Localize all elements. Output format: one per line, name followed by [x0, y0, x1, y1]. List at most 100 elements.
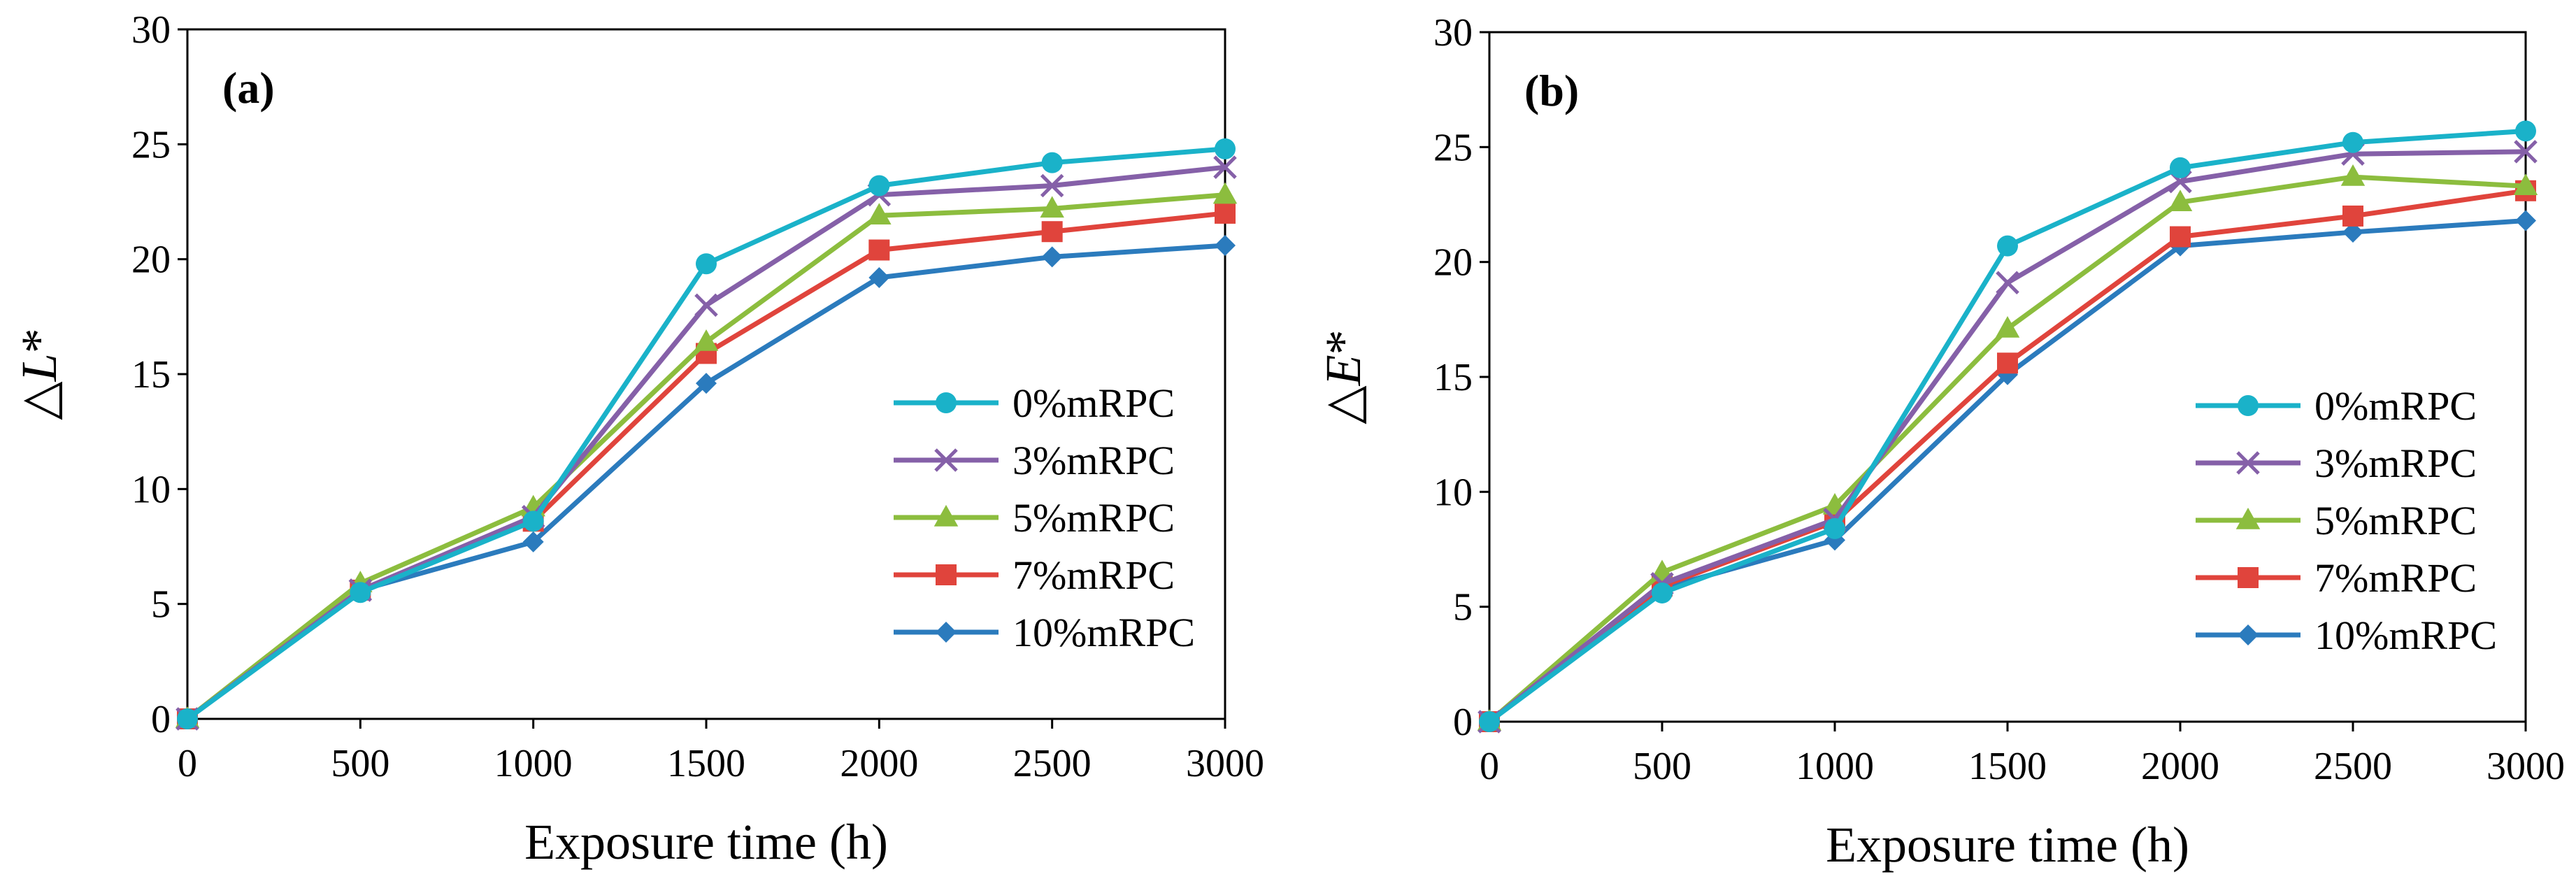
y-tick-label: 20	[131, 238, 171, 282]
legend-label: 0%mRPC	[1012, 380, 1175, 426]
x-tick-label: 500	[331, 742, 389, 785]
legend-label: 10%mRPC	[1012, 610, 1195, 655]
data-point	[2513, 173, 2538, 195]
data-point	[1041, 152, 1063, 173]
y-tick-label: 25	[1433, 126, 1473, 169]
data-point	[350, 582, 371, 603]
x-axis-title: Exposure time (h)	[1826, 817, 2189, 873]
panel-label: (a)	[222, 63, 275, 113]
y-tick-label: 0	[151, 698, 171, 741]
legend-marker	[936, 564, 957, 585]
data-point	[1215, 234, 1236, 256]
data-point	[2342, 221, 2363, 243]
y-tick-label: 30	[1433, 11, 1473, 55]
x-axis-title: Exposure time (h)	[524, 814, 888, 870]
data-point	[696, 253, 717, 275]
data-point	[1652, 582, 1673, 603]
legend-item: 5%mRPC	[2196, 498, 2477, 543]
data-point	[2170, 157, 2191, 178]
x-tick-label: 2000	[2141, 745, 2219, 788]
data-point	[868, 266, 890, 288]
legend-marker	[2238, 567, 2259, 588]
legend: 0%mRPC 3%mRPC 5%mRPC 7%mRPC 10%mRPC	[894, 380, 1195, 655]
data-point	[1996, 271, 2019, 295]
legend-marker	[2238, 395, 2259, 416]
legend-marker	[936, 392, 957, 413]
x-tick-label: 3000	[1186, 742, 1264, 785]
data-point	[2515, 120, 2536, 142]
legend-marker	[2238, 624, 2259, 645]
legend-item: 10%mRPC	[2196, 613, 2497, 658]
x-tick-label: 2000	[840, 742, 918, 785]
y-tick-label: 15	[131, 353, 171, 397]
data-point	[868, 175, 890, 197]
x-tick-label: 0	[178, 742, 197, 785]
legend-label: 0%mRPC	[2314, 383, 2477, 429]
data-point	[1212, 182, 1238, 204]
legend-item: 5%mRPC	[894, 495, 1175, 541]
data-point	[2342, 131, 2363, 153]
y-tick-label: 30	[131, 8, 171, 52]
data-point	[2514, 140, 2538, 164]
x-tick-label: 2500	[2314, 745, 2392, 788]
data-point	[694, 293, 718, 317]
y-tick-label: 20	[1433, 241, 1473, 285]
legend-label: 7%mRPC	[1012, 552, 1175, 598]
legend-item: 7%mRPC	[894, 552, 1175, 598]
x-tick-label: 3000	[2486, 745, 2565, 788]
data-point	[868, 239, 890, 261]
chart-panel-b: 0 5 10 15 20 25 30 0 500 1000 1500 2000 2500 3000 Expo…	[1315, 11, 2565, 873]
data-point	[2342, 205, 2363, 227]
x-tick-label: 1000	[1796, 745, 1874, 788]
data-point	[694, 329, 719, 351]
legend-marker	[934, 448, 958, 472]
y-tick-label: 25	[131, 123, 171, 166]
legend-item: 7%mRPC	[2196, 555, 2477, 601]
legend-marker	[933, 505, 959, 527]
x-tick-label: 500	[1633, 745, 1691, 788]
data-point	[696, 373, 717, 394]
panel-label: (b)	[1524, 66, 1579, 115]
data-point	[1041, 221, 1063, 243]
legend: 0%mRPC 3%mRPC 5%mRPC 7%mRPC 10%mRPC	[2196, 383, 2497, 658]
data-point	[522, 510, 544, 532]
data-point	[2340, 164, 2366, 186]
data-point	[522, 531, 544, 552]
y-tick-label: 0	[1453, 701, 1473, 744]
legend-label: 5%mRPC	[2314, 498, 2477, 543]
legend-label: 5%mRPC	[1012, 495, 1175, 541]
y-axis-title: △E*	[1315, 329, 1371, 424]
legend-item: 3%mRPC	[894, 438, 1175, 483]
data-point	[1213, 155, 1237, 179]
y-tick-label: 5	[151, 583, 171, 627]
x-tick-label: 0	[1480, 745, 1499, 788]
data-point	[1997, 352, 2018, 374]
legend-marker	[936, 622, 957, 643]
legend-marker	[2236, 451, 2260, 475]
x-tick-label: 1500	[1968, 745, 2047, 788]
data-point	[177, 708, 198, 729]
legend-label: 7%mRPC	[2314, 555, 2477, 601]
data-point	[1824, 517, 1845, 539]
data-point	[1040, 173, 1064, 198]
data-point	[867, 203, 892, 224]
x-tick-label: 2500	[1013, 742, 1092, 785]
data-point	[2170, 226, 2191, 248]
x-tick-label: 1000	[494, 742, 573, 785]
legend-label: 3%mRPC	[2314, 441, 2477, 486]
data-point	[1215, 202, 1236, 224]
legend-item: 0%mRPC	[2196, 383, 2477, 429]
legend-label: 3%mRPC	[1012, 438, 1175, 483]
legend-item: 0%mRPC	[894, 380, 1175, 426]
legend-label: 10%mRPC	[2314, 613, 2497, 658]
y-tick-label: 5	[1453, 586, 1473, 629]
data-point	[1995, 315, 2020, 338]
data-point	[1215, 138, 1236, 159]
y-tick-label: 15	[1433, 356, 1473, 399]
data-point	[1040, 196, 1064, 218]
legend-item: 3%mRPC	[2196, 441, 2477, 486]
data-point	[1479, 711, 1500, 732]
series-0pct-mRPC	[1479, 120, 2536, 732]
data-point	[2515, 210, 2536, 231]
